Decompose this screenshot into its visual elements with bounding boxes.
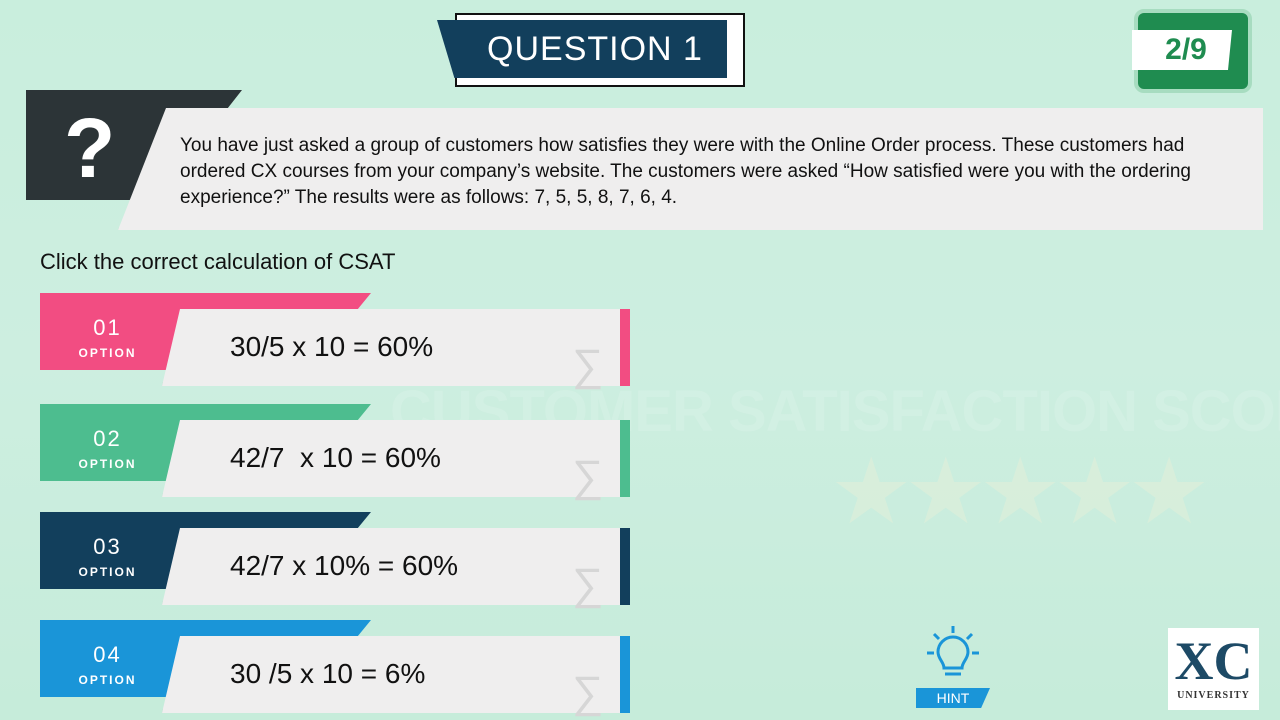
question-counter: 2/9 (1132, 30, 1232, 70)
lightbulb-icon[interactable] (922, 624, 984, 686)
option-number: 03 (93, 534, 122, 559)
option-formula[interactable]: 42/7 x 10 = 60% (230, 442, 441, 473)
option-label: OPTION (78, 565, 137, 579)
instruction-text: Click the correct calculation of CSAT (40, 249, 396, 274)
background-stars: ★★★★★ (830, 441, 1210, 543)
xc-university-logo: XC UNIVERSITY (1168, 628, 1259, 710)
option-number: 02 (93, 426, 122, 451)
question-mark-icon: ? (64, 101, 116, 195)
sigma-icon: ∑ (572, 668, 604, 717)
option-03[interactable]: 03 OPTION 42/7 x 10% = 60% ∑ (40, 512, 640, 609)
logo-text: UNIVERSITY (1177, 690, 1250, 701)
question-text: You have just asked a group of customers… (180, 135, 1191, 208)
option-accent-bar (620, 636, 630, 713)
sigma-icon: ∑ (572, 560, 604, 609)
option-number: 04 (93, 642, 122, 667)
option-02[interactable]: 02 OPTION 42/7 x 10 = 60% ∑ (40, 404, 640, 501)
option-label: OPTION (78, 346, 137, 360)
option-label: OPTION (78, 673, 137, 687)
option-formula[interactable]: 30/5 x 10 = 60% (230, 331, 434, 362)
option-formula[interactable]: 30 /5 x 10 = 6% (230, 658, 426, 689)
option-tab-body (40, 620, 190, 697)
option-tab-body (40, 293, 190, 370)
option-accent-bar (620, 309, 630, 386)
option-number: 01 (93, 315, 122, 340)
option-accent-bar (620, 528, 630, 605)
option-formula[interactable]: 42/7 x 10% = 60% (230, 550, 459, 581)
sigma-icon: ∑ (572, 341, 604, 390)
option-card[interactable] (162, 528, 622, 605)
option-04[interactable]: 04 OPTION 30 /5 x 10 = 6% ∑ (40, 620, 640, 717)
question-title: QUESTION 1 (437, 20, 727, 78)
option-card[interactable] (162, 420, 622, 497)
option-label: OPTION (78, 457, 137, 471)
option-01[interactable]: 01 OPTION 30/5 x 10 = 60% ∑ (40, 293, 640, 390)
option-card[interactable] (162, 309, 622, 386)
logo-mark: XC (1174, 631, 1253, 691)
option-accent-bar (620, 420, 630, 497)
option-card[interactable] (162, 636, 622, 713)
option-tab-body (40, 404, 190, 481)
sigma-icon: ∑ (572, 452, 604, 501)
hint-button[interactable]: HINT (916, 688, 990, 708)
question-card (118, 108, 1263, 230)
option-tab-body (40, 512, 190, 589)
